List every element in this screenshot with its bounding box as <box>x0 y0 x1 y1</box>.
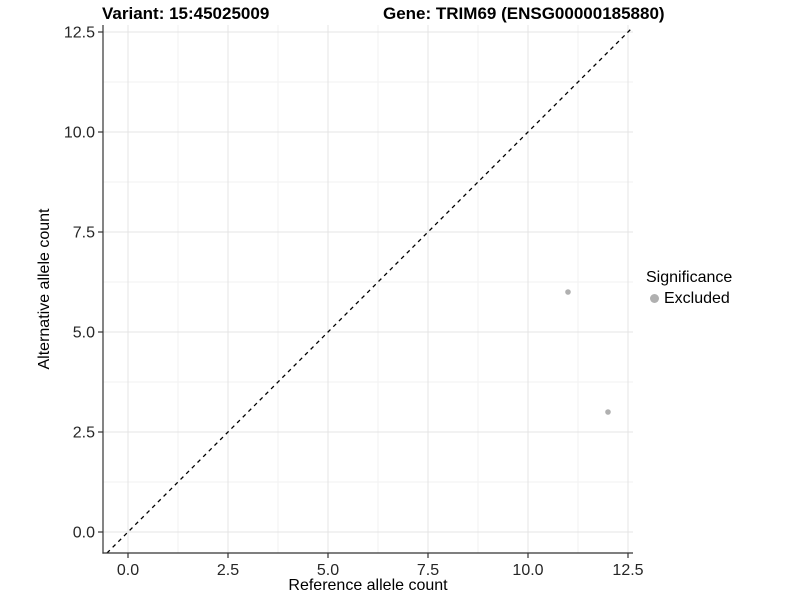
plot-title-variant: Variant: 15:45025009 <box>102 4 270 23</box>
y-tick-label: 2.5 <box>73 425 95 442</box>
x-tick-label: 10.0 <box>512 562 543 579</box>
x-axis-title: Reference allele count <box>288 577 448 594</box>
data-point <box>565 289 571 295</box>
y-tick-label: 10.0 <box>64 125 95 142</box>
y-axis-title: Alternative allele count <box>36 208 53 370</box>
legend: Significance Excluded <box>646 267 732 309</box>
y-tick-label: 7.5 <box>73 225 95 242</box>
y-tick-label: 5.0 <box>73 325 95 342</box>
plot-title-gene: Gene: TRIM69 (ENSG00000185880) <box>383 4 665 23</box>
legend-item-label: Excluded <box>664 290 730 307</box>
x-tick-label: 5.0 <box>317 562 339 579</box>
y-tick-label: 0.0 <box>73 525 95 542</box>
legend-item-excluded: Excluded <box>646 288 732 309</box>
excluded-point-icon <box>650 294 659 303</box>
y-tick-label: 12.5 <box>64 25 95 42</box>
data-point <box>605 409 611 415</box>
identity-line <box>106 26 634 554</box>
x-tick-label: 2.5 <box>217 562 239 579</box>
x-tick-label: 12.5 <box>612 562 643 579</box>
x-tick-label: 0.0 <box>117 562 139 579</box>
x-tick-label: 7.5 <box>417 562 439 579</box>
legend-title: Significance <box>646 269 733 286</box>
